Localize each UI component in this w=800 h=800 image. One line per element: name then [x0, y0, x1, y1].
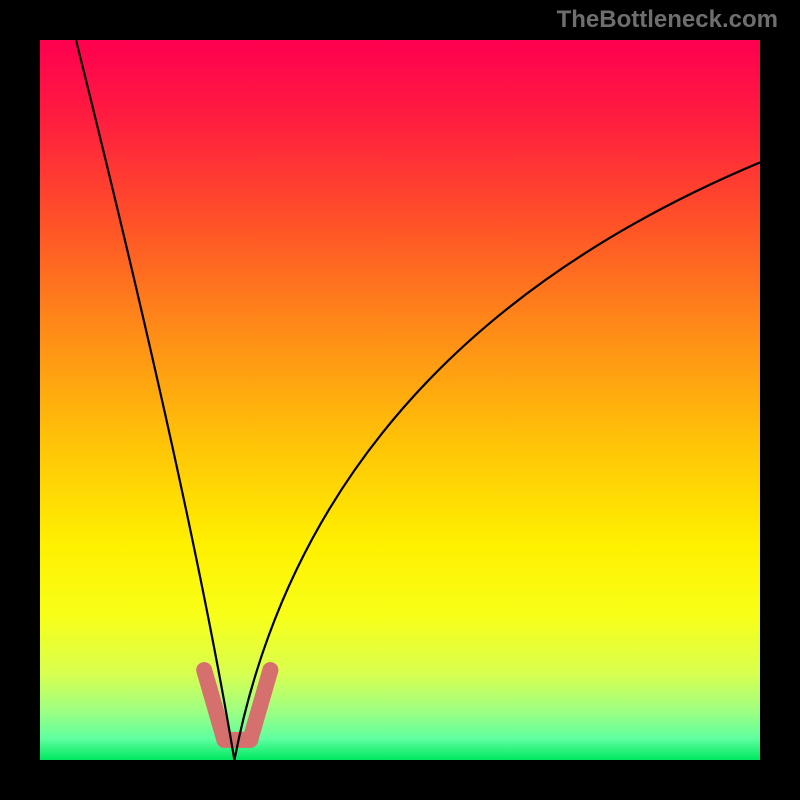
- plot-svg: [40, 40, 760, 760]
- gradient-background: [40, 40, 760, 760]
- plot-area: [40, 40, 760, 760]
- chart-stage: TheBottleneck.com: [0, 0, 800, 800]
- watermark-text: TheBottleneck.com: [557, 6, 778, 34]
